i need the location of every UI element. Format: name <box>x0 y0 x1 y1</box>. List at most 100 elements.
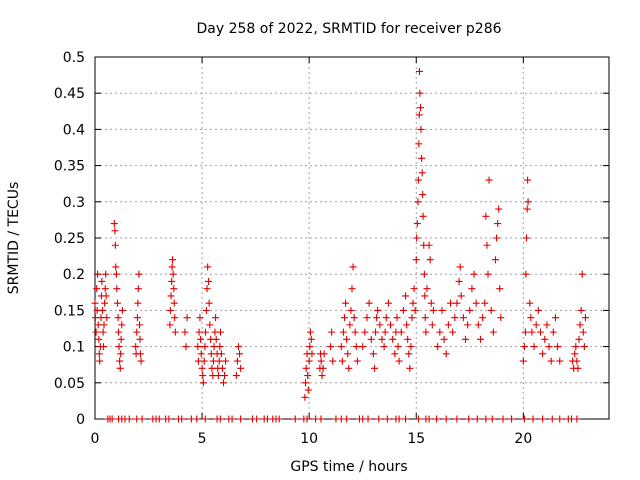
data-point <box>133 314 141 322</box>
y-tick-label: 0.2 <box>63 267 85 283</box>
data-point <box>205 277 213 285</box>
data-point <box>350 314 358 322</box>
data-point <box>549 328 557 336</box>
data-point <box>580 343 588 351</box>
data-point <box>171 328 179 336</box>
data-point <box>212 314 220 322</box>
data-point <box>196 314 204 322</box>
data-point <box>474 321 482 329</box>
data-point <box>495 205 503 213</box>
data-point <box>306 328 314 336</box>
y-axis-label: SRMTID / TECUs <box>6 182 22 295</box>
data-point <box>384 299 392 307</box>
data-point <box>136 321 144 329</box>
data-point <box>387 321 395 329</box>
data-point <box>532 321 540 329</box>
data-point <box>427 299 435 307</box>
data-point <box>167 292 175 300</box>
data-point <box>327 343 335 351</box>
data-point <box>494 220 502 228</box>
data-point <box>414 415 422 423</box>
y-tick-label: 0.05 <box>54 376 85 392</box>
data-point <box>178 415 186 423</box>
data-point <box>301 393 309 401</box>
data-point <box>423 285 431 293</box>
data-point <box>92 328 100 336</box>
data-point <box>169 256 177 264</box>
data-point <box>578 270 586 278</box>
data-point <box>524 176 532 184</box>
data-point <box>415 140 423 148</box>
data-point <box>202 328 210 336</box>
data-point <box>319 364 327 372</box>
data-point <box>317 357 325 365</box>
data-point <box>415 111 423 119</box>
data-point <box>307 335 315 343</box>
y-tick-label: 0.45 <box>54 86 85 102</box>
data-point <box>383 415 391 423</box>
x-tick-label: 10 <box>300 431 318 447</box>
data-point <box>201 343 209 351</box>
data-point <box>470 270 478 278</box>
data-point <box>117 350 125 358</box>
y-tick-labels: 0 0.05 0.1 0.15 0.2 0.25 0.3 0.35 0.4 0.45 0.5 <box>54 50 85 428</box>
y-tick-label: 0.4 <box>63 122 85 138</box>
data-point <box>116 357 124 365</box>
data-point <box>320 350 328 358</box>
data-point <box>378 335 386 343</box>
data-point <box>413 234 421 242</box>
data-point <box>364 415 372 423</box>
data-point <box>428 321 436 329</box>
data-points <box>91 67 589 423</box>
data-point <box>115 343 123 351</box>
data-point <box>112 263 120 271</box>
data-point <box>216 343 224 351</box>
data-point <box>529 415 537 423</box>
data-point <box>465 415 473 423</box>
data-point <box>168 263 176 271</box>
y-tick-label: 0 <box>76 412 85 428</box>
data-point <box>575 335 583 343</box>
data-point <box>218 364 226 372</box>
data-point <box>96 357 104 365</box>
data-point <box>253 415 261 423</box>
data-point <box>534 306 542 314</box>
data-point <box>234 343 242 351</box>
x-tick-label: 0 <box>91 431 100 447</box>
data-point <box>203 285 211 293</box>
data-point <box>536 328 544 336</box>
data-point <box>411 306 419 314</box>
data-point <box>306 343 314 351</box>
data-point <box>205 299 213 307</box>
data-point <box>169 270 177 278</box>
data-point <box>425 415 433 423</box>
data-point <box>199 379 207 387</box>
data-point <box>482 415 490 423</box>
data-point <box>520 343 528 351</box>
data-point <box>433 415 441 423</box>
data-point <box>449 328 457 336</box>
data-point <box>181 328 189 336</box>
data-point <box>137 357 145 365</box>
data-point <box>111 227 119 235</box>
data-point <box>363 314 371 322</box>
data-point <box>406 364 414 372</box>
data-point <box>111 241 119 249</box>
data-point <box>361 328 369 336</box>
y-tick-label: 0.3 <box>63 195 85 211</box>
data-point <box>528 328 536 336</box>
data-point <box>212 335 220 343</box>
data-point <box>305 357 313 365</box>
data-point <box>425 241 433 249</box>
data-point <box>548 415 556 423</box>
data-point <box>455 277 463 285</box>
data-point <box>346 321 354 329</box>
data-point <box>302 379 310 387</box>
grid-lines <box>95 57 609 419</box>
data-point <box>349 263 357 271</box>
data-point <box>414 198 422 206</box>
data-point <box>102 292 110 300</box>
data-point <box>395 357 403 365</box>
data-point <box>228 415 236 423</box>
data-point <box>95 335 103 343</box>
